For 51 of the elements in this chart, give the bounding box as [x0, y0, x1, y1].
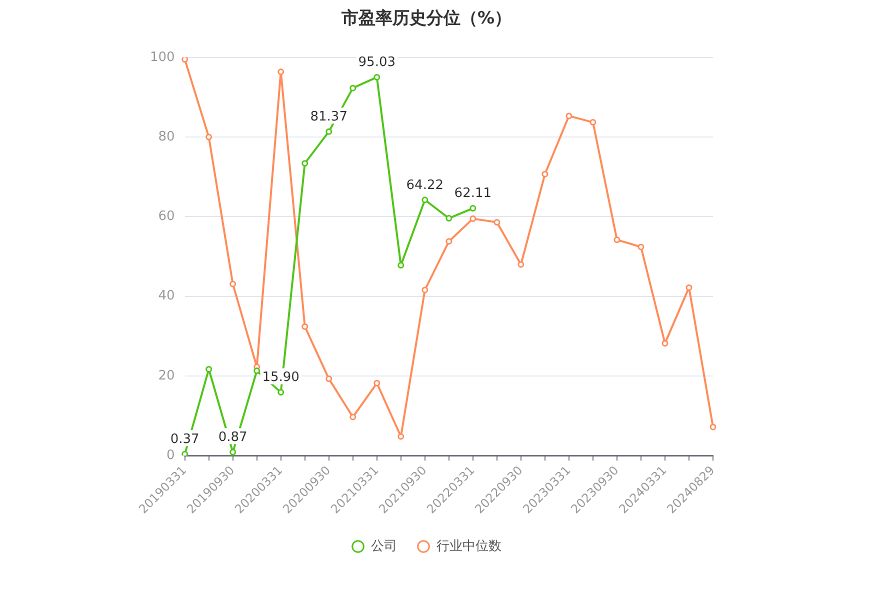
point	[278, 389, 284, 396]
data-label: 15.90	[262, 370, 300, 386]
y-tick-label: 0	[166, 448, 175, 464]
chart-title: 市盈率历史分位（%）	[340, 8, 512, 29]
y-tick-label: 40	[158, 288, 175, 304]
point	[230, 280, 236, 288]
y-tick-label: 20	[158, 368, 175, 384]
point	[422, 286, 428, 294]
point	[230, 448, 236, 456]
data-label: 0.37	[170, 432, 200, 448]
point	[470, 215, 476, 222]
y-tick-label: 100	[150, 50, 175, 65]
point	[590, 119, 596, 126]
point	[494, 219, 500, 226]
data-label: 0.87	[218, 430, 248, 446]
point	[638, 244, 644, 250]
point	[374, 380, 380, 386]
point	[398, 262, 404, 269]
point	[182, 57, 188, 63]
point	[326, 376, 332, 382]
point	[470, 205, 476, 212]
point	[350, 84, 356, 92]
data-label: 64.22	[406, 178, 444, 193]
point	[710, 424, 716, 430]
point	[326, 128, 332, 135]
point	[422, 196, 428, 204]
point	[662, 340, 668, 347]
point	[302, 323, 308, 330]
point	[302, 160, 308, 167]
point	[374, 74, 380, 80]
data-label: 95.03	[358, 55, 396, 70]
point	[206, 134, 212, 140]
data-label: 62.11	[454, 186, 492, 202]
point	[350, 414, 356, 420]
data-label: 81.37	[310, 109, 348, 124]
point	[686, 284, 692, 291]
y-tick-label: 60	[158, 209, 175, 224]
point	[446, 215, 452, 222]
point	[182, 450, 188, 456]
point	[518, 261, 524, 268]
point	[206, 366, 212, 372]
legend-label: 公司	[371, 538, 397, 554]
point	[398, 433, 404, 440]
point	[566, 112, 572, 120]
point	[446, 238, 452, 245]
point	[278, 68, 284, 75]
point	[614, 236, 620, 244]
legend-label: 行业中位数	[436, 538, 502, 554]
point	[254, 368, 260, 374]
point	[542, 170, 548, 178]
y-tick-label: 80	[158, 129, 175, 144]
